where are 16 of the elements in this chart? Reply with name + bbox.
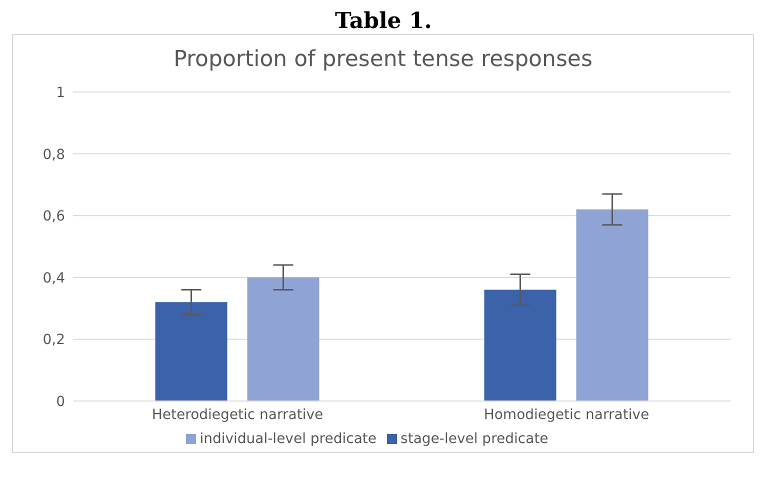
- bar: [576, 209, 648, 401]
- bar: [155, 302, 228, 401]
- y-tick-label: 0: [56, 394, 65, 410]
- legend-label: stage-level predicate: [400, 431, 548, 447]
- legend-label: individual-level predicate: [200, 431, 377, 447]
- y-tick-label: 1: [56, 84, 65, 101]
- chart-title: Table 1.: [334, 8, 433, 34]
- x-tick-label: Heterodiegetic narrative: [152, 406, 324, 423]
- y-tick-label: 0,2: [42, 332, 65, 348]
- y-tick-label: 0,8: [42, 146, 65, 163]
- chart-subtitle: Proportion of present tense responses: [172, 47, 594, 72]
- y-tick-label: 0,6: [42, 208, 66, 225]
- bar: [484, 290, 556, 401]
- y-tick-label: 0,4: [42, 270, 66, 286]
- bar: [247, 277, 320, 401]
- x-tick-label: Homodiegetic narrative: [484, 406, 650, 423]
